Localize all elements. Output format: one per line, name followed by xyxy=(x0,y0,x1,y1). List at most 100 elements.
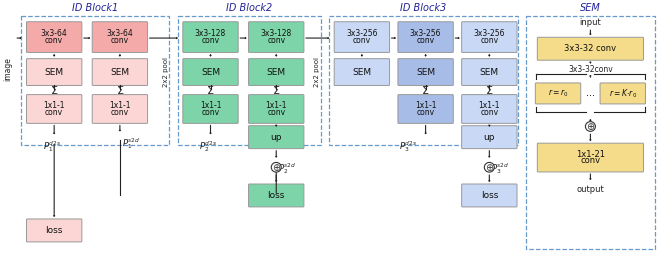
FancyBboxPatch shape xyxy=(92,22,147,53)
Text: output: output xyxy=(576,185,604,194)
Text: $r=K{\cdot}r_0$: $r=K{\cdot}r_0$ xyxy=(609,87,637,100)
Text: loss: loss xyxy=(481,191,498,200)
Text: 1x1-1: 1x1-1 xyxy=(479,101,500,110)
Text: ID Block2: ID Block2 xyxy=(226,3,272,13)
Text: SEM: SEM xyxy=(110,68,130,76)
FancyBboxPatch shape xyxy=(398,22,453,53)
Text: 3x3-64: 3x3-64 xyxy=(41,29,67,38)
Text: conv: conv xyxy=(45,108,63,117)
FancyBboxPatch shape xyxy=(535,83,581,104)
Text: 1x1-1: 1x1-1 xyxy=(109,101,131,110)
Text: 1x1-1: 1x1-1 xyxy=(415,101,436,110)
Text: conv: conv xyxy=(416,36,435,45)
Text: 3x3-32conv: 3x3-32conv xyxy=(568,65,613,74)
Text: 3x3-128: 3x3-128 xyxy=(195,29,226,38)
Text: SEM: SEM xyxy=(266,68,286,76)
Text: up: up xyxy=(484,133,495,142)
Text: ...: ... xyxy=(586,88,595,99)
FancyBboxPatch shape xyxy=(461,95,517,123)
Text: conv: conv xyxy=(202,108,219,117)
Bar xyxy=(329,16,518,145)
FancyBboxPatch shape xyxy=(461,126,517,149)
Text: ID Block3: ID Block3 xyxy=(401,3,447,13)
FancyBboxPatch shape xyxy=(249,95,304,123)
Text: 3x3-64: 3x3-64 xyxy=(106,29,134,38)
Text: conv: conv xyxy=(353,36,371,45)
FancyBboxPatch shape xyxy=(461,59,517,86)
FancyBboxPatch shape xyxy=(600,83,646,104)
FancyBboxPatch shape xyxy=(249,22,304,53)
FancyBboxPatch shape xyxy=(249,59,304,86)
Circle shape xyxy=(586,122,596,131)
Text: 3x3-256: 3x3-256 xyxy=(346,29,377,38)
FancyBboxPatch shape xyxy=(26,219,82,242)
Text: conv: conv xyxy=(267,108,286,117)
FancyBboxPatch shape xyxy=(461,22,517,53)
FancyBboxPatch shape xyxy=(249,126,304,149)
FancyBboxPatch shape xyxy=(461,184,517,207)
Text: ⊕: ⊕ xyxy=(586,122,594,132)
Text: ID Block1: ID Block1 xyxy=(72,3,118,13)
Text: SEM: SEM xyxy=(44,68,63,76)
Text: loss: loss xyxy=(268,191,285,200)
Text: conv: conv xyxy=(416,108,435,117)
Text: ⊕: ⊕ xyxy=(485,163,493,173)
Text: conv: conv xyxy=(45,36,63,45)
FancyBboxPatch shape xyxy=(92,95,147,123)
Text: 3x3-256: 3x3-256 xyxy=(473,29,505,38)
Text: $P_3^{d2s}$: $P_3^{d2s}$ xyxy=(399,139,416,154)
Text: conv: conv xyxy=(481,108,498,117)
Text: image: image xyxy=(3,57,12,81)
Text: conv: conv xyxy=(202,36,219,45)
Text: conv: conv xyxy=(580,156,600,165)
Text: conv: conv xyxy=(481,36,498,45)
Text: 1x1-1: 1x1-1 xyxy=(266,101,287,110)
Circle shape xyxy=(485,162,494,172)
FancyBboxPatch shape xyxy=(183,59,238,86)
Text: Σ: Σ xyxy=(207,87,214,96)
Text: $P_2^{s2d}$: $P_2^{s2d}$ xyxy=(278,161,297,176)
Text: $P_1^{s2d}$: $P_1^{s2d}$ xyxy=(122,136,140,151)
FancyBboxPatch shape xyxy=(398,59,453,86)
Text: $P_3^{s2d}$: $P_3^{s2d}$ xyxy=(491,161,510,176)
Text: ⊕: ⊕ xyxy=(272,163,280,173)
Text: up: up xyxy=(270,133,282,142)
Text: 1x1-21: 1x1-21 xyxy=(576,150,605,159)
FancyBboxPatch shape xyxy=(26,22,82,53)
Text: 1x1-1: 1x1-1 xyxy=(44,101,65,110)
Text: Σ: Σ xyxy=(116,87,124,96)
Text: SEM: SEM xyxy=(201,68,220,76)
FancyBboxPatch shape xyxy=(92,59,147,86)
Text: Σ: Σ xyxy=(273,87,280,96)
Text: $r=r_0$: $r=r_0$ xyxy=(548,88,568,99)
Text: 3x3-32 conv: 3x3-32 conv xyxy=(564,44,617,53)
Text: Σ: Σ xyxy=(422,87,429,96)
Text: 3x3-256: 3x3-256 xyxy=(410,29,442,38)
Text: SEM: SEM xyxy=(480,68,499,76)
Text: 2x2 pool: 2x2 pool xyxy=(314,57,320,87)
Text: $P_2^{d2s}$: $P_2^{d2s}$ xyxy=(200,139,217,154)
Text: SEM: SEM xyxy=(352,68,371,76)
FancyBboxPatch shape xyxy=(249,184,304,207)
Text: loss: loss xyxy=(46,226,63,235)
FancyBboxPatch shape xyxy=(183,22,238,53)
Bar xyxy=(178,16,321,145)
Bar xyxy=(526,16,654,249)
Text: conv: conv xyxy=(111,36,129,45)
FancyBboxPatch shape xyxy=(537,37,643,60)
Text: SEM: SEM xyxy=(580,3,601,13)
FancyBboxPatch shape xyxy=(26,95,82,123)
FancyBboxPatch shape xyxy=(398,95,453,123)
Bar xyxy=(21,16,169,145)
Text: input: input xyxy=(580,18,602,27)
Text: Σ: Σ xyxy=(486,87,493,96)
Text: conv: conv xyxy=(267,36,286,45)
Text: conv: conv xyxy=(111,108,129,117)
Text: Σ: Σ xyxy=(51,87,58,96)
FancyBboxPatch shape xyxy=(26,59,82,86)
FancyBboxPatch shape xyxy=(183,95,238,123)
Text: 3x3-128: 3x3-128 xyxy=(260,29,292,38)
Text: 1x1-1: 1x1-1 xyxy=(200,101,221,110)
FancyBboxPatch shape xyxy=(537,143,643,172)
Text: $P_1^{d2s}$: $P_1^{d2s}$ xyxy=(43,139,61,154)
